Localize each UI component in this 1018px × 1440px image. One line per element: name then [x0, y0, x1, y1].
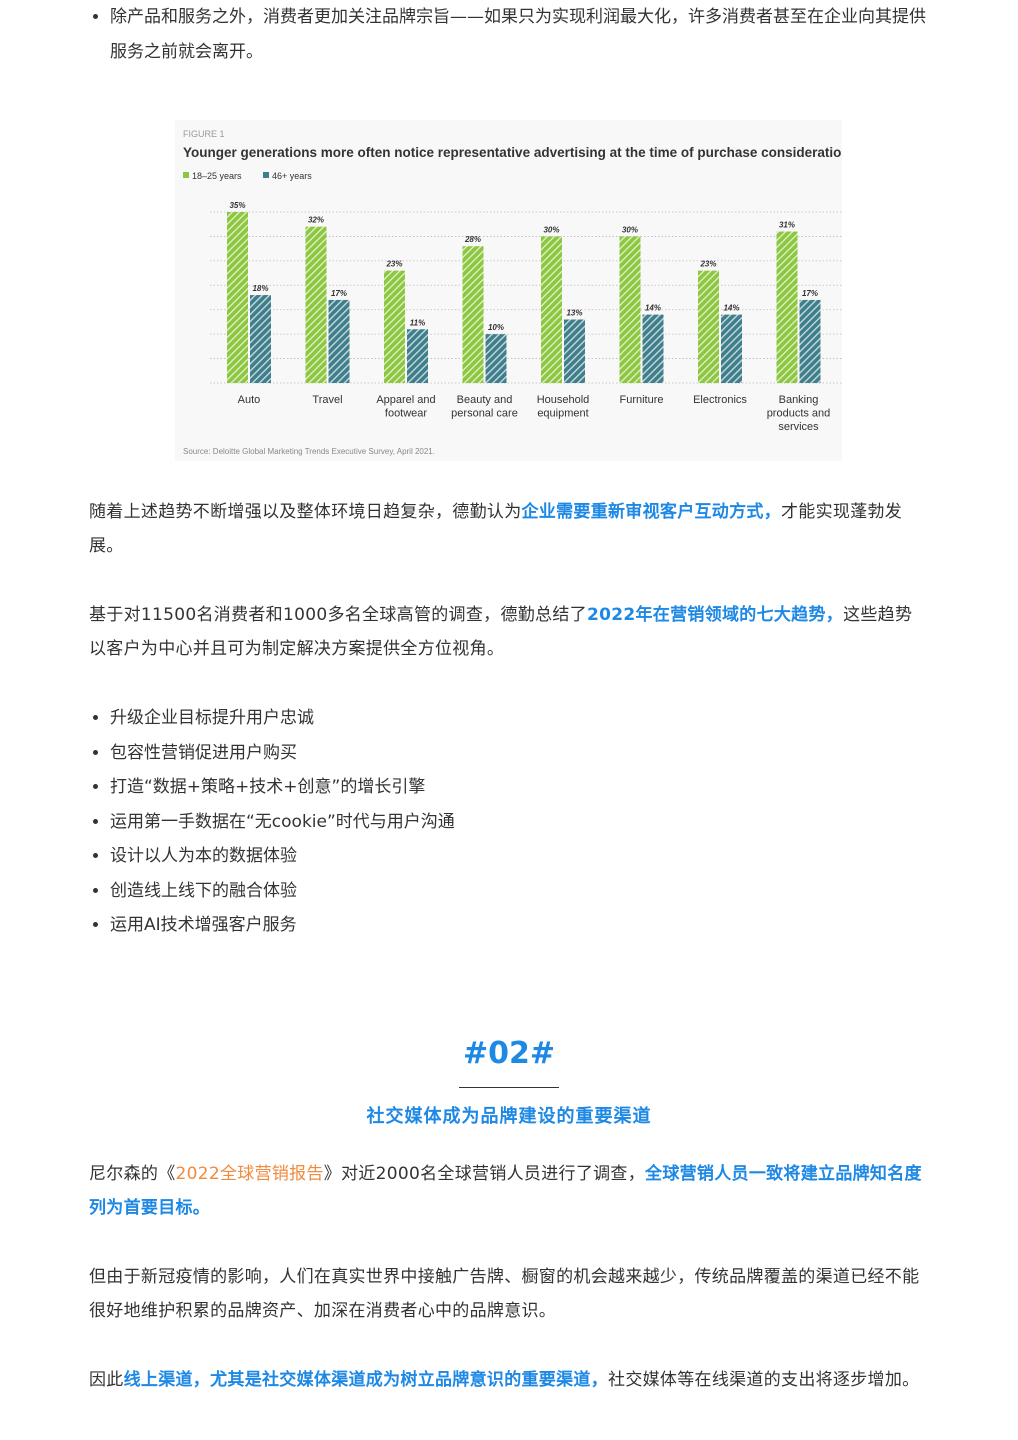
category-label: Banking: [779, 394, 819, 406]
category-label: Beauty and: [457, 394, 513, 406]
list-item: 除产品和服务之外，消费者更加关注品牌宗旨——如果只为实现利润最大化，许多消费者甚…: [110, 0, 930, 69]
text: 基于对11500名消费者和1000多名全球高管的调查，德勤总结了: [89, 605, 587, 625]
text: 才能实现蓬勃发展。: [89, 502, 903, 556]
bar: [407, 329, 428, 383]
trend-item: 升级企业目标提升用户忠诚: [110, 701, 930, 736]
paragraph-2: 基于对11500名消费者和1000多名全球高管的调查，德勤总结了2022年在营销…: [89, 598, 929, 666]
figure-1: FIGURE 1 Younger generations more often n…: [175, 120, 850, 461]
data-label: 11%: [410, 318, 425, 327]
text: 这些趋势以客户为中心并且可为制定解决方案提供全方位视角。: [89, 605, 913, 659]
bar: [619, 236, 641, 383]
bar: [250, 295, 271, 383]
data-label: 13%: [566, 308, 582, 317]
data-label: 31%: [779, 221, 795, 230]
figure-label: FIGURE 1: [183, 129, 225, 139]
section-title: 社交媒体成为品牌建设的重要渠道: [366, 1106, 652, 1127]
text: 》对近2000名全球营销人员进行了调查，: [323, 1164, 646, 1184]
bar: [721, 314, 742, 383]
report-link[interactable]: 2022全球营销报告: [175, 1164, 324, 1184]
bar: [328, 299, 350, 383]
category-label: services: [778, 421, 819, 433]
trend-item: 打造“数据+策略+技术+创意”的增长引擎: [110, 770, 930, 805]
text: 因此: [89, 1370, 124, 1390]
data-label: 30%: [543, 225, 559, 234]
trend-item: 运用AI技术增强客户服务: [110, 908, 930, 943]
section-divider: [459, 1087, 559, 1088]
data-label: 17%: [802, 289, 818, 298]
trend-item: 包容性营销促进用户购买: [110, 736, 930, 771]
bar: [642, 314, 664, 383]
trend-item: 设计以人为本的数据体验: [110, 839, 930, 874]
trend-item: 运用第一手数据在“无cookie”时代与用户沟通: [110, 805, 930, 840]
category-label: equipment: [537, 408, 588, 420]
category-label: products and: [767, 408, 831, 420]
category-label: footwear: [385, 408, 428, 420]
category-label: Electronics: [693, 394, 747, 406]
category-label: Travel: [312, 394, 342, 406]
data-label: 32%: [308, 216, 324, 225]
paragraph-1: 随着上述趋势不断增强以及整体环境日趋复杂，德勤认为企业需要重新审视客户互动方式，…: [89, 495, 929, 563]
bar-chart: FIGURE 1 Younger generations more often n…: [183, 129, 850, 456]
chart-title: Younger generations more often notice re…: [183, 145, 842, 160]
bar: [227, 212, 248, 383]
bar: [698, 270, 719, 383]
legend-swatch: [263, 172, 269, 178]
bar: [541, 236, 562, 383]
data-label: 23%: [699, 260, 716, 269]
data-label: 10%: [488, 323, 504, 332]
trend-item: 创造线上线下的融合体验: [110, 874, 930, 909]
section-number: #02#: [462, 1036, 556, 1071]
bar: [799, 299, 821, 383]
highlight-text: 2022年在营销领域的七大趋势，: [586, 605, 844, 625]
data-label: 35%: [229, 201, 245, 210]
data-label: 17%: [331, 289, 347, 298]
text: 尼尔森的《: [89, 1164, 176, 1184]
legend-label: 18–25 years: [192, 171, 242, 181]
legend-swatch: [183, 172, 189, 178]
bar: [305, 226, 327, 383]
paragraph-5: 因此线上渠道，尤其是社交媒体渠道成为树立品牌意识的重要渠道，社交媒体等在线渠道的…: [89, 1363, 929, 1397]
chart-source: Source: Deloitte Global Marketing Trends…: [183, 447, 435, 456]
highlight-text: 线上渠道，尤其是社交媒体渠道成为树立品牌意识的重要渠道，: [123, 1370, 609, 1390]
data-label: 14%: [723, 304, 739, 313]
intro-bullet-list: 除产品和服务之外，消费者更加关注品牌宗旨——如果只为实现利润最大化，许多消费者甚…: [89, 0, 930, 69]
highlight-text: 全球营销人员一致将建立品牌知名度列为首要目标。: [89, 1164, 922, 1218]
bar: [462, 246, 484, 383]
paragraph-4: 但由于新冠疫情的影响，人们在真实世界中接触广告牌、橱窗的机会越来越少，传统品牌覆…: [89, 1267, 920, 1321]
data-label: 23%: [385, 260, 402, 269]
trend-list: 升级企业目标提升用户忠诚包容性营销促进用户购买打造“数据+策略+技术+创意”的增…: [89, 701, 930, 943]
category-label: personal care: [451, 408, 518, 420]
data-label: 14%: [645, 304, 661, 313]
data-label: 28%: [464, 235, 481, 244]
bar: [485, 334, 507, 383]
category-label: Apparel and: [376, 394, 435, 406]
bar: [384, 270, 405, 383]
text: 社交媒体等在线渠道的支出将逐步增加。: [608, 1370, 920, 1390]
category-label: Household: [537, 394, 590, 406]
data-label: 18%: [252, 284, 268, 293]
category-label: Furniture: [619, 394, 663, 406]
paragraph-3: 尼尔森的《2022全球营销报告》对近2000名全球营销人员进行了调查，全球营销人…: [89, 1157, 929, 1225]
data-label: 30%: [622, 225, 638, 234]
text: 随着上述趋势不断增强以及整体环境日趋复杂，德勤认为: [89, 502, 522, 522]
category-label: Auto: [238, 394, 261, 406]
bar: [776, 231, 798, 383]
bar: [564, 319, 585, 383]
highlight-text: 企业需要重新审视客户互动方式，: [521, 502, 781, 522]
legend-label: 46+ years: [272, 171, 312, 181]
